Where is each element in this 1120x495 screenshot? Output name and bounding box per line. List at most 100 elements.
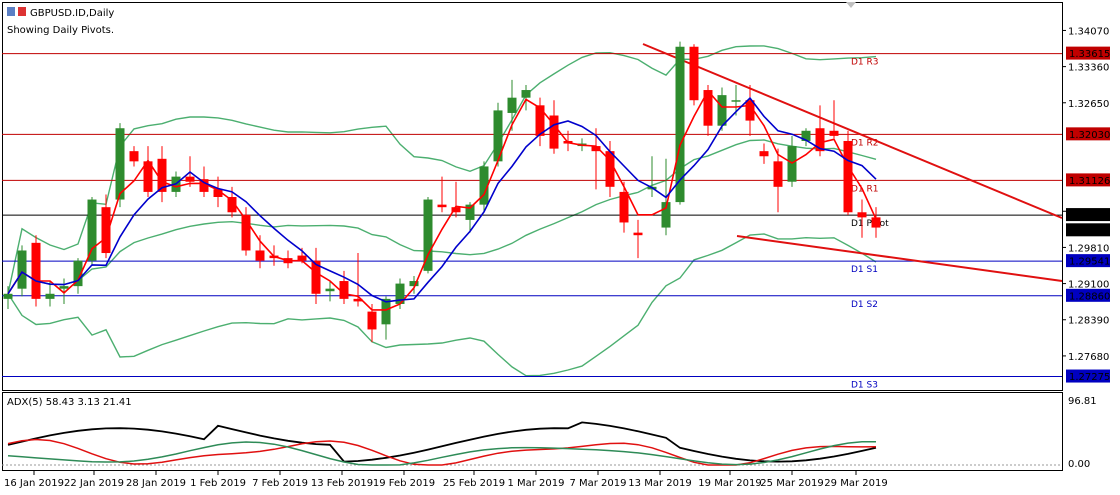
candle-body xyxy=(829,130,839,136)
price-label-box xyxy=(1066,254,1110,268)
y-tick-label: 1.34070 xyxy=(1068,26,1109,37)
x-tick-label: 22 Jan 2019 xyxy=(64,478,124,489)
candle-body xyxy=(619,191,629,223)
candle-body xyxy=(339,281,349,299)
x-tick-label: 13 Feb 2019 xyxy=(311,478,373,489)
candle-body xyxy=(157,158,167,192)
candle-body xyxy=(325,288,335,292)
pivot-label: D1 R2 xyxy=(851,138,879,148)
x-tick-label: 7 Feb 2019 xyxy=(252,478,308,489)
trend-line-lower xyxy=(736,235,1063,282)
price-label-box xyxy=(1066,208,1110,222)
adx-title: ADX(5) 58.43 3.13 21.41 xyxy=(7,397,132,408)
price-label-box xyxy=(1066,288,1110,302)
pivot-label: D1 Pivot xyxy=(851,219,889,229)
candle-body xyxy=(689,46,699,101)
candle-body xyxy=(129,151,139,162)
y-tick-label: 1.27680 xyxy=(1068,352,1109,363)
candle-body xyxy=(815,128,825,152)
price-label: 1.27275 xyxy=(1069,372,1110,383)
candle-body xyxy=(535,105,545,136)
slow-ma-line xyxy=(7,96,877,303)
candle-body xyxy=(591,146,601,152)
candle-body xyxy=(213,189,223,197)
candle-body xyxy=(381,298,391,325)
adx-minus-di-line xyxy=(7,440,876,466)
fast-ma-line xyxy=(7,89,877,311)
x-tick-label: 28 Jan 2019 xyxy=(126,478,186,489)
candle-body xyxy=(549,115,559,149)
candle-body xyxy=(101,207,111,254)
candle-body xyxy=(479,166,489,205)
candle-body xyxy=(255,250,265,261)
candle-body xyxy=(801,130,811,141)
candle-body xyxy=(311,260,321,294)
candle-body xyxy=(199,179,209,192)
trend-line-upper xyxy=(642,43,1063,219)
x-tick-label: 25 Mar 2019 xyxy=(760,478,823,489)
lower-band xyxy=(7,233,877,377)
price-label: 1.28860 xyxy=(1069,291,1110,302)
symbol-title: GBPUSD.ID,Daily xyxy=(30,8,114,19)
candle-body xyxy=(605,151,615,187)
candle-body xyxy=(759,151,769,157)
candle-body xyxy=(465,204,475,220)
price-label: 1.32030 xyxy=(1069,130,1110,141)
price-label-box xyxy=(1066,369,1110,383)
candle-body xyxy=(3,293,13,299)
pivot-label: D1 R3 xyxy=(851,58,879,68)
scroll-marker-icon[interactable] xyxy=(846,2,856,8)
header: GBPUSD.ID,Daily Showing Daily Pivots. xyxy=(7,7,114,36)
y-tick-label: 1.29100 xyxy=(1068,280,1109,291)
x-tick-label: 29 Mar 2019 xyxy=(824,478,887,489)
candle-body xyxy=(661,202,671,228)
y-tick-label: 1.28390 xyxy=(1068,316,1109,327)
price-label-box xyxy=(1066,173,1110,187)
pivot-label: D1 R1 xyxy=(851,184,879,194)
candle-body xyxy=(717,95,727,126)
price-label: 1.33615 xyxy=(1069,49,1110,60)
x-tick-label: 1 Feb 2019 xyxy=(190,478,246,489)
x-tick-label: 19 Feb 2019 xyxy=(373,478,435,489)
candle-body xyxy=(353,298,363,302)
candle-body xyxy=(241,214,251,251)
chart-type-icon xyxy=(18,7,26,16)
candle-body xyxy=(367,311,377,330)
price-label: 1.31126 xyxy=(1069,176,1110,187)
candle-body xyxy=(17,250,27,289)
candle-body xyxy=(185,176,195,182)
adx-y-label: 0.00 xyxy=(1068,459,1090,470)
y-tick-label: 1.29810 xyxy=(1068,243,1109,254)
price-label: 1.30445 xyxy=(1069,211,1110,222)
middle-band xyxy=(7,139,877,295)
candle-body xyxy=(745,100,755,121)
y-tick-label: 1.33360 xyxy=(1068,63,1109,74)
chart-grid-icon xyxy=(7,7,15,16)
candle-body xyxy=(451,207,461,213)
candle-body xyxy=(493,110,503,162)
price-label: 1.30146 xyxy=(1069,226,1110,237)
candle-body xyxy=(409,281,419,287)
candle-body xyxy=(297,255,307,261)
candle-body xyxy=(521,90,531,98)
candle-body xyxy=(871,217,881,228)
candle-body xyxy=(45,293,55,299)
candle-body xyxy=(31,242,41,299)
x-tick-label: 16 Jan 2019 xyxy=(4,478,64,489)
price-label-box xyxy=(1066,46,1110,60)
upper-band xyxy=(7,45,877,294)
candle-body xyxy=(87,199,97,261)
pivot-note: Showing Daily Pivots. xyxy=(7,25,114,36)
candle-body xyxy=(773,161,783,187)
price-label-box xyxy=(1066,223,1110,237)
adx-main-line xyxy=(7,421,877,463)
x-tick-label: 13 Mar 2019 xyxy=(628,478,691,489)
pivot-label: D1 S1 xyxy=(851,265,878,275)
candle-body xyxy=(843,140,853,213)
candle-body xyxy=(675,46,685,203)
candle-body xyxy=(731,100,741,102)
candle-body xyxy=(395,283,405,304)
adx-y-label: 96.81 xyxy=(1068,396,1097,407)
